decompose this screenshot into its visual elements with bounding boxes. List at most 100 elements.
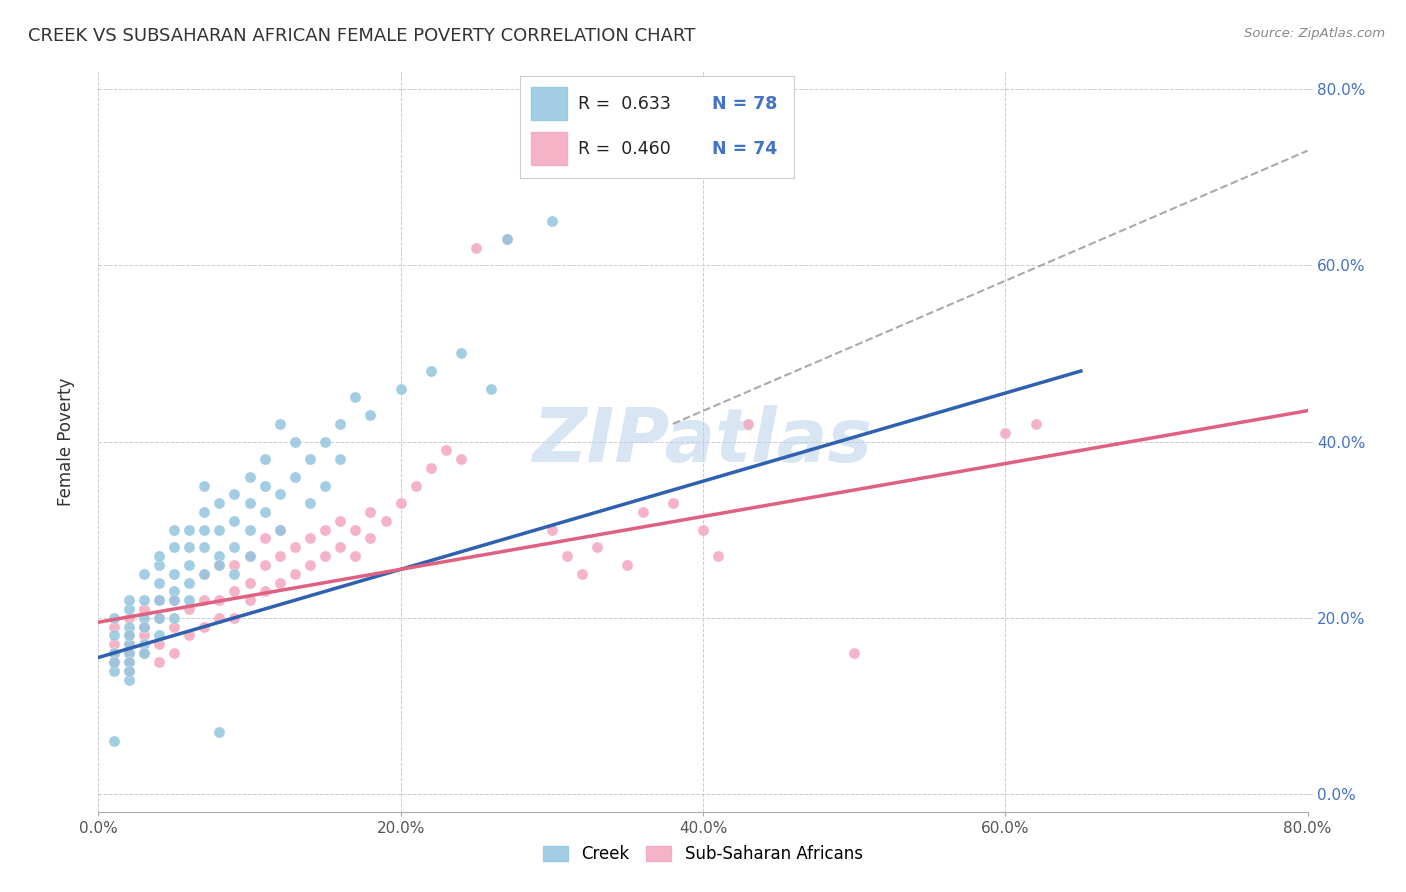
Point <box>148 593 170 607</box>
Point <box>179 575 201 590</box>
Point <box>118 664 141 678</box>
Point <box>994 425 1017 440</box>
Point <box>299 452 322 467</box>
Point <box>163 611 186 625</box>
Point <box>163 593 186 607</box>
Point <box>555 549 578 563</box>
Point <box>450 452 472 467</box>
Point <box>586 541 609 555</box>
Point <box>179 558 201 572</box>
Point <box>193 566 215 581</box>
Text: CREEK VS SUBSAHARAN AFRICAN FEMALE POVERTY CORRELATION CHART: CREEK VS SUBSAHARAN AFRICAN FEMALE POVER… <box>28 27 696 45</box>
Point <box>253 478 276 492</box>
Point <box>118 655 141 669</box>
Point <box>284 434 307 449</box>
Point <box>405 478 427 492</box>
Point <box>163 584 186 599</box>
Point <box>239 549 262 563</box>
Point <box>329 417 352 431</box>
Point <box>360 532 382 546</box>
Point <box>269 549 291 563</box>
Point <box>118 628 141 642</box>
Point <box>314 523 336 537</box>
Point <box>450 346 472 360</box>
Point <box>163 566 186 581</box>
Point <box>132 602 155 616</box>
Point <box>374 514 396 528</box>
Point <box>844 646 866 660</box>
Point <box>314 478 336 492</box>
Point <box>193 566 215 581</box>
Point <box>103 619 125 633</box>
Point <box>314 549 336 563</box>
Point <box>239 496 262 510</box>
Point <box>148 628 170 642</box>
Point <box>616 558 638 572</box>
Point <box>239 593 262 607</box>
Point <box>329 541 352 555</box>
Point <box>224 584 246 599</box>
Point <box>118 628 141 642</box>
Point <box>631 505 654 519</box>
Point <box>571 566 593 581</box>
Point <box>193 523 215 537</box>
Point <box>132 646 155 660</box>
Point <box>208 496 231 510</box>
Point <box>163 523 186 537</box>
Point <box>103 734 125 748</box>
Point <box>208 549 231 563</box>
Point <box>299 532 322 546</box>
Point <box>103 611 125 625</box>
Point <box>103 646 125 660</box>
Point <box>132 593 155 607</box>
Point <box>481 382 503 396</box>
Point <box>118 664 141 678</box>
Point <box>148 611 170 625</box>
Point <box>495 232 517 246</box>
Point <box>208 725 231 739</box>
Text: R =  0.460: R = 0.460 <box>578 140 671 158</box>
Point <box>284 541 307 555</box>
Point <box>193 478 215 492</box>
Point <box>179 628 201 642</box>
Point <box>239 523 262 537</box>
Point <box>540 214 562 228</box>
Point <box>163 619 186 633</box>
Point <box>118 637 141 651</box>
Bar <box>531 87 567 120</box>
Point <box>208 611 231 625</box>
Point <box>344 391 367 405</box>
Point <box>224 566 246 581</box>
Point <box>465 241 488 255</box>
Point <box>269 575 291 590</box>
Point <box>253 558 276 572</box>
Point <box>269 523 291 537</box>
Point <box>118 619 141 633</box>
Point <box>224 487 246 501</box>
Point <box>118 646 141 660</box>
Point <box>179 523 201 537</box>
Point <box>540 523 562 537</box>
Text: Source: ZipAtlas.com: Source: ZipAtlas.com <box>1244 27 1385 40</box>
Point <box>389 496 412 510</box>
Point <box>148 575 170 590</box>
Point <box>179 602 201 616</box>
Point <box>118 611 141 625</box>
Point <box>299 496 322 510</box>
Point <box>284 470 307 484</box>
Point <box>360 408 382 422</box>
Point <box>737 417 759 431</box>
Point <box>269 523 291 537</box>
Text: ZIPatlas: ZIPatlas <box>533 405 873 478</box>
Point <box>495 232 517 246</box>
Point <box>179 593 201 607</box>
Point <box>132 566 155 581</box>
Point <box>253 532 276 546</box>
Point <box>103 646 125 660</box>
Point <box>208 558 231 572</box>
Point <box>148 611 170 625</box>
Text: N = 78: N = 78 <box>711 95 778 112</box>
Point <box>344 523 367 537</box>
Point <box>299 558 322 572</box>
Point <box>179 541 201 555</box>
